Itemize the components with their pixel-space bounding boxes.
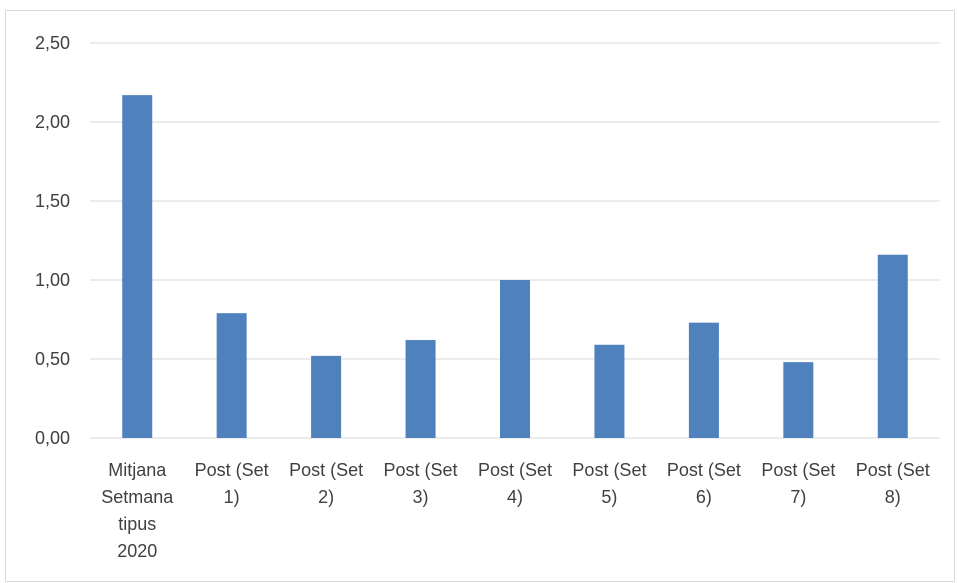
x-category-label: Post (Set 7) — [761, 460, 835, 507]
y-axis-tick-labels: 0,00 0,50 1,00 1,50 2,00 2,50 — [35, 33, 70, 448]
bar — [311, 355, 342, 438]
y-tick-label: 1,00 — [35, 270, 70, 290]
y-tick-label: 1,50 — [35, 191, 70, 211]
x-axis-category-labels: Mitjana Setmana tipus 2020 Post (Set 1) Post (… — [101, 460, 930, 561]
x-category-label: Post (Set 8) — [856, 460, 930, 507]
bar — [216, 313, 247, 438]
y-tick-label: 2,50 — [35, 33, 70, 53]
bar — [783, 362, 814, 438]
x-category-label: Mitjana Setmana tipus 2020 — [101, 460, 174, 561]
y-tick-label: 0,00 — [35, 428, 70, 448]
x-category-label: Post (Set 1) — [195, 460, 269, 507]
y-tick-label: 2,00 — [35, 112, 70, 132]
bar-layer — [122, 95, 908, 438]
bar — [405, 340, 436, 438]
bar — [122, 95, 153, 438]
x-category-label: Post (Set 2) — [289, 460, 363, 507]
x-category-label: Post (Set 6) — [667, 460, 741, 507]
chart-frame — [5, 10, 955, 582]
y-tick-label: 0,50 — [35, 349, 70, 369]
x-category-label: Post (Set 4) — [478, 460, 552, 507]
bar — [688, 322, 719, 438]
x-category-label: Post (Set 3) — [384, 460, 458, 507]
bar — [594, 344, 625, 438]
x-category-label: Post (Set 5) — [572, 460, 646, 507]
bar — [500, 280, 530, 438]
bar — [877, 254, 908, 438]
